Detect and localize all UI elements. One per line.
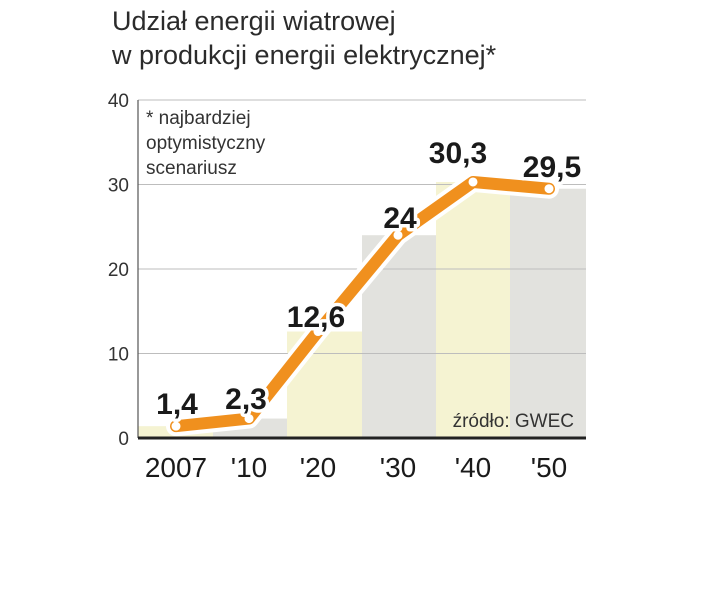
data-label-3: 24 [383,202,417,235]
data-label-0: 1,4 [156,388,198,421]
chart-title-line-1: Udział energii wiatrowej [112,6,396,36]
y-tick-label-40: 40 [108,91,129,112]
value-band-4 [436,181,510,438]
data-label-4: 30,3 [429,137,487,170]
footnote-line-2: optymistyczny [146,133,266,154]
footnote-line-1: * najbardziej [146,108,251,129]
data-point-4 [467,176,479,188]
data-point-2 [312,326,324,338]
data-point-1 [243,413,255,425]
background-bands [138,181,586,438]
x-axis [137,100,586,440]
y-tick-label-0: 0 [118,429,129,450]
data-label-2: 12,6 [287,301,345,334]
x-tick-label-5: '50 [531,452,568,483]
y-axis-ticks: 0 10 20 30 40 [108,91,129,450]
source-note: źródło: GWEC [453,411,574,432]
value-band-5 [510,188,586,438]
data-point-0 [170,420,182,432]
y-tick-label-20: 20 [108,260,129,281]
series-line [166,171,559,437]
x-tick-label-3: '30 [380,452,417,483]
chart-title-line-2: w produkcji energii elektrycznej* [112,40,497,70]
x-tick-label-0: 2007 [145,452,207,483]
y-tick-label-30: 30 [108,176,129,197]
x-tick-label-4: '40 [455,452,492,483]
x-axis-ticks: 2007 '10 '20 '30 '40 '50 [145,452,567,483]
y-tick-label-10: 10 [108,345,129,366]
x-tick-label-1: '10 [231,452,268,483]
data-label-1: 2,3 [225,383,267,416]
data-point-3 [392,229,404,241]
chart-title: Udział energii wiatrowej w produkcji ene… [112,4,496,72]
series-line [170,175,555,433]
x-tick-label-2: '20 [300,452,337,483]
data-labels: 1,4 2,3 12,6 24 30,3 29,5 [153,134,585,425]
data-label-5: 29,5 [523,151,581,184]
footnote-line-3: scenariusz [146,158,237,179]
data-points [170,176,555,432]
data-point-5 [543,183,555,195]
